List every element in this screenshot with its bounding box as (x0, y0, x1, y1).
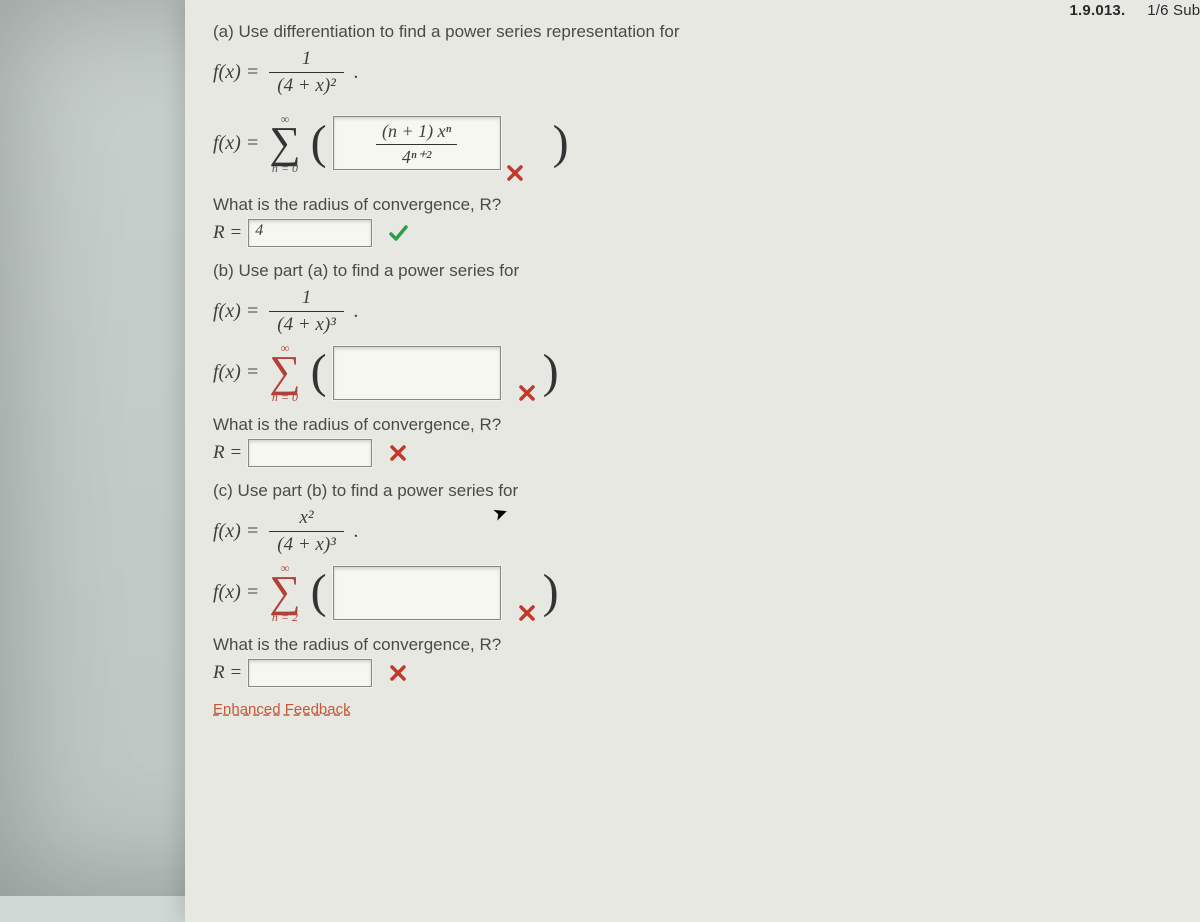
part-c-radius-input[interactable] (248, 659, 372, 687)
part-b-prompt: (b) Use part (a) to find a power series … (213, 261, 1200, 281)
part-b-series-row: f(x) = ∞ ∑ n = 0 ( ) (213, 342, 1200, 403)
part-a-radius-q: What is the radius of convergence, R? (213, 195, 1200, 215)
part-c-prompt: (c) Use part (b) to find a power series … (213, 481, 1200, 501)
problem-number: 1.9.013. (1070, 2, 1126, 19)
wrong-icon (505, 163, 525, 183)
header-fragment: 1.9.013. 1/6 Subm (1070, 2, 1200, 19)
part-b-radius-input[interactable] (248, 439, 372, 467)
part-c-radius-row: R = (213, 659, 1200, 687)
correct-icon (388, 223, 408, 243)
part-b-function: f(x) = 1 (4 + x)³ . (213, 287, 1200, 336)
period: . (354, 520, 359, 543)
part-b-radius-row: R = (213, 439, 1200, 467)
part-a-series-row: f(x) = ∞ ∑ n = 0 ( (n + 1) xⁿ 4ⁿ⁺² ) (213, 103, 1200, 183)
cursor-icon: ➤ (490, 501, 511, 526)
close-paren: ) (553, 124, 569, 162)
series-lhs: f(x) = (213, 581, 259, 604)
submission-count: 1/6 Subm (1147, 2, 1200, 19)
close-paren: ) (543, 353, 559, 391)
series-lhs: f(x) = (213, 361, 259, 384)
enhanced-feedback-link[interactable]: Enhanced Feedback (213, 701, 351, 718)
open-paren: ( (311, 353, 327, 391)
fx-label: f(x) = (213, 520, 259, 543)
part-a-prompt: (a) Use differentiation to find a power … (213, 22, 1200, 42)
part-a-radius-input[interactable]: 4 (248, 219, 372, 247)
sigma-icon: ∞ ∑ n = 0 (269, 113, 300, 174)
part-c-answer-input[interactable] (333, 566, 501, 620)
problem-panel: 1.9.013. 1/6 Subm (a) Use differentiatio… (185, 0, 1200, 922)
series-lhs: f(x) = (213, 132, 259, 155)
wrong-icon (388, 663, 408, 683)
sigma-icon: ∞ ∑ n = 0 (269, 342, 300, 403)
close-paren: ) (543, 573, 559, 611)
sigma-icon: ∞ ∑ n = 2 (269, 562, 300, 623)
period: . (354, 300, 359, 323)
part-c-function: f(x) = x² (4 + x)³ . ➤ (213, 507, 1200, 556)
part-c-radius-q: What is the radius of convergence, R? (213, 635, 1200, 655)
part-a-function: f(x) = 1 (4 + x)² . (213, 48, 1200, 97)
part-a-answer-input[interactable]: (n + 1) xⁿ 4ⁿ⁺² (333, 116, 501, 170)
part-c-fraction: x² (4 + x)³ (269, 507, 344, 556)
open-paren: ( (311, 124, 327, 162)
part-b-fraction: 1 (4 + x)³ (269, 287, 344, 336)
open-paren: ( (311, 573, 327, 611)
wrong-icon (517, 383, 537, 403)
part-c-series-row: f(x) = ∞ ∑ n = 2 ( ) (213, 562, 1200, 623)
part-b-answer-input[interactable] (333, 346, 501, 400)
wrong-icon (388, 443, 408, 463)
part-a-fraction: 1 (4 + x)² (269, 48, 344, 97)
wrong-icon (517, 603, 537, 623)
fx-label: f(x) = (213, 61, 259, 84)
part-a-radius-row: R = 4 (213, 219, 1200, 247)
part-b-radius-q: What is the radius of convergence, R? (213, 415, 1200, 435)
period: . (354, 61, 359, 84)
fx-label: f(x) = (213, 300, 259, 323)
